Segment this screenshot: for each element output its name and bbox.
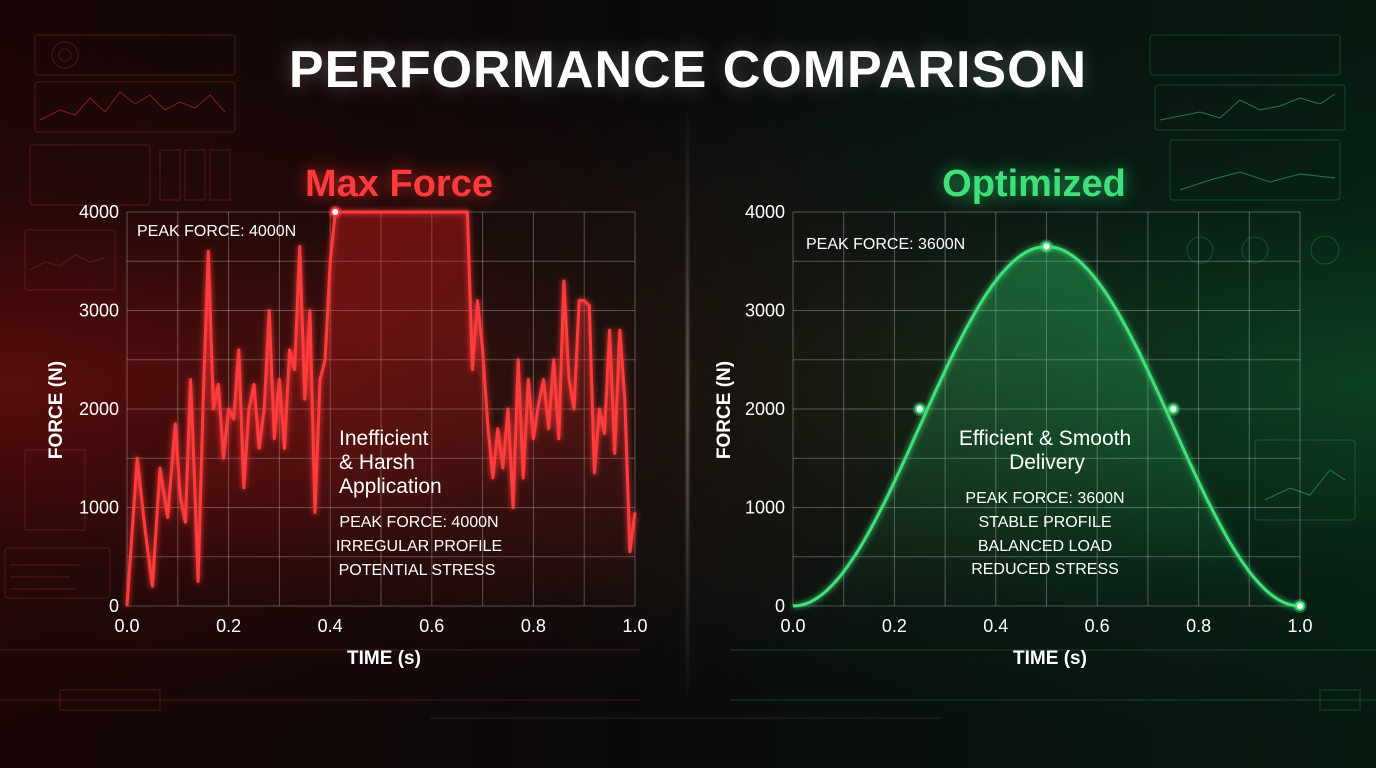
optimized-annotation-line-2: Delivery [1009,451,1085,474]
optimized-x-tick-label: 1.0 [1287,616,1312,636]
optimized-marker [1041,241,1052,252]
optimized-y-tick-label: 2000 [745,399,785,419]
max-force-note-2: IRREGULAR PROFILE [336,538,502,555]
optimized-marker [914,404,925,414]
max-force-annotation-line-2: & Harsh [339,451,415,474]
optimized-note-1: PEAK FORCE: 3600N [965,490,1124,507]
optimized-note-2: STABLE PROFILE [978,514,1111,531]
max-force-annotation-line-1: Inefficient [339,427,429,450]
max-force-y-tick-label: 0 [109,596,119,616]
max-force-note-3: POTENTIAL STRESS [339,562,496,579]
max-force-y-ticks: 0 1000 2000 3000 4000 [79,202,119,616]
max-force-panel: Max Force 0 1000 2000 3000 4000 0.0 0.2 0.4 0.6… [46,163,648,669]
max-force-y-tick-label: 2000 [79,399,119,419]
max-force-x-axis-label: TIME (s) [347,648,421,669]
max-force-x-tick-label: 0.6 [419,616,444,636]
optimized-note-4: REDUCED STRESS [971,561,1119,578]
optimized-x-axis-label: TIME (s) [1013,648,1087,669]
max-force-title: Max Force [305,163,493,205]
center-divider [686,100,689,710]
optimized-y-ticks: 0 1000 2000 3000 4000 [745,202,785,616]
max-force-y-tick-label: 1000 [79,498,119,518]
optimized-x-tick-label: 0.0 [780,616,805,636]
max-force-x-tick-label: 0.2 [216,616,241,636]
max-force-y-tick-label: 4000 [79,202,119,222]
optimized-x-tick-label: 0.8 [1186,616,1211,636]
max-force-x-tick-label: 0.0 [114,616,139,636]
max-force-x-ticks: 0.0 0.2 0.4 0.6 0.8 1.0 [114,616,647,636]
optimized-x-ticks: 0.0 0.2 0.4 0.6 0.8 1.0 [780,616,1312,636]
max-force-series-line [125,210,637,607]
optimized-y-tick-label: 1000 [745,498,785,518]
optimized-y-axis-label: FORCE (N) [714,361,735,459]
optimized-title: Optimized [942,163,1126,205]
optimized-annotation-line-1: Efficient & Smooth [959,427,1131,450]
optimized-x-tick-label: 0.6 [1085,616,1110,636]
optimized-marker [1295,601,1305,611]
optimized-x-tick-label: 0.4 [983,616,1008,636]
max-force-x-tick-label: 1.0 [622,616,647,636]
optimized-markers [912,239,1307,613]
optimized-y-tick-label: 4000 [745,202,785,222]
max-force-markers [328,205,343,219]
optimized-y-tick-label: 0 [775,596,785,616]
optimized-peak-label: PEAK FORCE: 3600N [806,236,965,253]
max-force-note-1: PEAK FORCE: 4000N [339,514,498,531]
optimized-y-tick-label: 3000 [745,301,785,321]
max-force-y-axis-label: FORCE (N) [46,361,67,459]
max-force-peak-label: PEAK FORCE: 4000N [137,223,296,240]
max-force-area [127,212,635,606]
max-force-annotation-line-3: Application [339,475,442,498]
optimized-area [793,246,1300,606]
optimized-note-3: BALANCED LOAD [978,538,1112,555]
page-title: PERFORMANCE COMPARISON [288,41,1088,99]
optimized-panel: Optimized 0 1000 2000 3000 4000 0.0 0.2 0.4 0.6… [714,163,1313,669]
max-force-y-tick-label: 3000 [79,301,119,321]
optimized-marker [1168,404,1179,414]
max-force-marker [330,207,341,217]
optimized-x-tick-label: 0.2 [882,616,907,636]
max-force-x-tick-label: 0.4 [318,616,343,636]
max-force-x-tick-label: 0.8 [521,616,546,636]
